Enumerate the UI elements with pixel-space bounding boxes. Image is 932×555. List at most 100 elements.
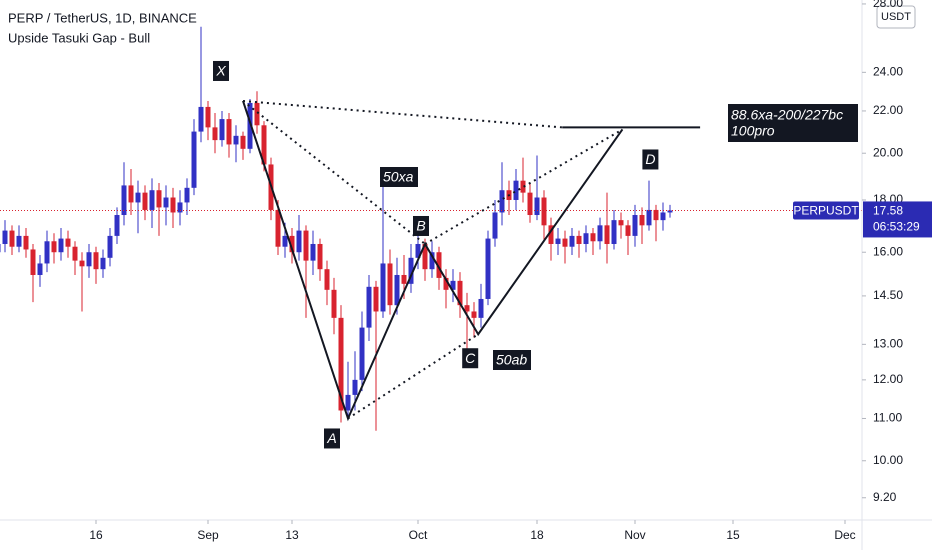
x-tick-label: Dec: [834, 528, 855, 542]
candle-body: [303, 230, 309, 261]
candle-body: [443, 277, 449, 290]
chart-title: PERP / TetherUS, 1D, BINANCE: [8, 10, 197, 25]
indicator-name: Upside Tasuki Gap - Bull: [8, 30, 150, 45]
y-tick-label: 10.00: [873, 453, 903, 467]
candle-body: [583, 233, 589, 244]
candle-body: [576, 235, 582, 244]
candle-body: [114, 215, 120, 236]
candle-body: [653, 209, 659, 221]
currency[interactable]: USDT: [881, 11, 911, 23]
candle-body: [401, 274, 407, 284]
annotation: 50ab: [496, 352, 527, 368]
x-tick-label: Oct: [409, 528, 428, 542]
y-tick-label: 12.00: [873, 372, 903, 386]
candle-body: [604, 225, 610, 244]
x-tick-label: 16: [89, 528, 103, 542]
y-tick-label: 20.00: [873, 145, 903, 159]
candle-body: [58, 238, 64, 253]
candle-body: [366, 286, 372, 328]
candle-body: [310, 243, 316, 261]
candle-body: [408, 257, 414, 284]
candle-body: [541, 197, 547, 226]
candle-body: [282, 235, 288, 247]
candle-body: [331, 289, 337, 318]
point-label-box: [324, 428, 340, 449]
y-tick-label: 22.00: [873, 103, 903, 117]
currency-box[interactable]: [876, 5, 916, 29]
candle-body: [338, 317, 344, 411]
candle-body: [254, 102, 260, 126]
candle-body: [590, 233, 596, 242]
y-tick-label: 24.00: [873, 65, 903, 79]
point-label: X: [215, 63, 226, 79]
candle-body: [296, 230, 302, 253]
candle-body: [471, 311, 477, 318]
point-label-box: [213, 60, 229, 81]
candle-body: [611, 220, 617, 244]
candle-body: [51, 241, 57, 253]
candle-body: [226, 119, 232, 145]
candle-body: [513, 180, 519, 200]
candle-body: [205, 106, 211, 128]
candle-body: [597, 225, 603, 242]
candle-body: [625, 225, 631, 236]
pattern-diagonal: [347, 333, 479, 420]
candle-body: [289, 235, 295, 253]
last-price: 17.58: [873, 204, 903, 218]
candle-body: [534, 197, 540, 216]
candle-body: [37, 263, 43, 275]
candle-body: [373, 286, 379, 312]
candle-body: [261, 125, 267, 165]
candle-body: [65, 238, 71, 247]
candle-body: [415, 243, 421, 258]
candle-body: [317, 243, 323, 270]
candle-body: [352, 379, 358, 395]
annotation-box: [493, 350, 531, 370]
candle-body: [9, 230, 15, 247]
candle-body: [380, 263, 386, 312]
candle-body: [2, 230, 8, 244]
candle-body: [212, 127, 218, 141]
x-tick-label: 13: [285, 528, 299, 542]
candle-body: [646, 209, 652, 226]
countdown: 06:53:29: [873, 220, 920, 234]
y-tick-label: 14.50: [873, 288, 903, 302]
candle-body: [520, 180, 526, 193]
candle-body: [93, 252, 99, 270]
candle-body: [0, 243, 1, 253]
candle-body: [639, 215, 645, 226]
candle-body: [149, 190, 155, 210]
symbol-box: [793, 201, 859, 220]
candle-body: [247, 102, 253, 149]
candle-body: [128, 185, 134, 203]
candle-body: [555, 238, 561, 244]
candle-body: [233, 135, 239, 145]
candle-body: [198, 106, 204, 132]
point-label: C: [465, 350, 476, 366]
candle-body: [191, 131, 197, 188]
candle-body: [345, 394, 351, 411]
candle-body: [478, 298, 484, 318]
candle-body: [457, 280, 463, 306]
plot-area: [0, 26, 862, 431]
candle-body: [275, 209, 281, 247]
candle-body: [72, 246, 78, 261]
candle-body: [170, 197, 176, 213]
candle-body: [86, 252, 92, 267]
x-tick-label: 15: [726, 528, 740, 542]
candle-body: [569, 235, 575, 247]
candle-body: [163, 197, 169, 208]
candle-body: [79, 260, 85, 267]
pattern-diagonal: [242, 100, 426, 245]
point-label-box: [413, 215, 429, 236]
y-tick-label: 28.00: [873, 0, 903, 10]
annotation: 50xa: [383, 169, 414, 185]
candle-body: [548, 225, 554, 244]
y-tick-label: 9.20: [873, 490, 897, 504]
point-label: D: [645, 151, 655, 167]
candle-body: [324, 269, 330, 290]
candle-body: [492, 212, 498, 239]
y-tick-label: 11.00: [873, 411, 902, 425]
